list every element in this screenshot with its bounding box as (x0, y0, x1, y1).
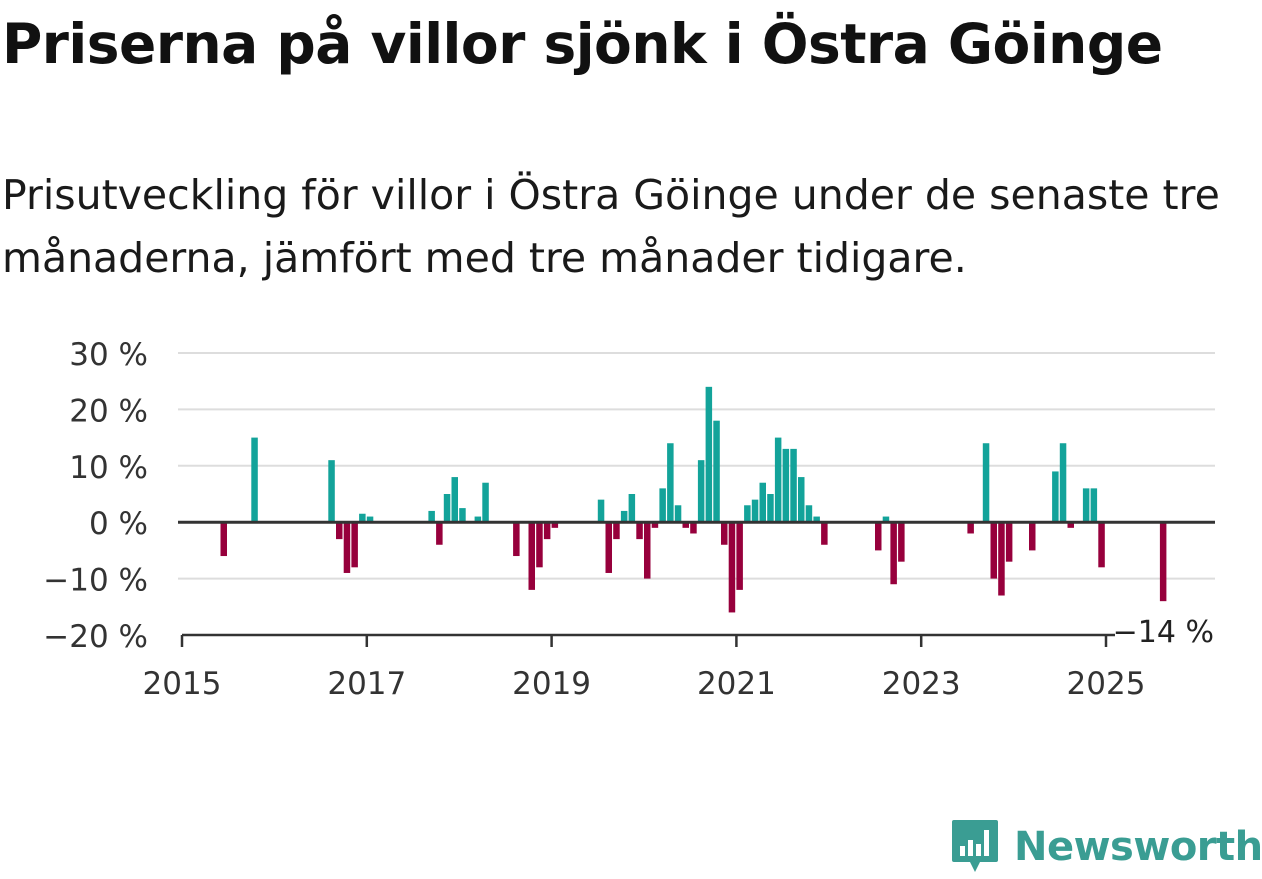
bar (620, 510, 628, 523)
bar (1159, 522, 1167, 602)
bar (1098, 522, 1105, 568)
bar (482, 482, 489, 523)
bar (982, 443, 990, 523)
gridlines (178, 352, 1215, 580)
bar (713, 420, 720, 523)
y-tick-label: 20 % (69, 393, 148, 429)
bar (474, 516, 482, 523)
y-tick-label: 0 % (89, 506, 148, 542)
bar (790, 448, 797, 523)
bar (436, 522, 443, 545)
bar (605, 522, 612, 573)
x-tick-label: 2017 (327, 666, 406, 702)
bar (543, 522, 551, 540)
bar (459, 508, 466, 523)
bar (251, 437, 258, 523)
bar (351, 522, 358, 568)
y-axis-tick-labels: 30 % 20 % 10 % 0 % −10 % −20 % (43, 337, 148, 655)
x-tick-label: 2019 (512, 666, 591, 702)
bar (328, 460, 335, 523)
bar (774, 437, 782, 523)
x-tick-label: 2015 (143, 666, 222, 702)
bar (220, 522, 227, 557)
bar (674, 505, 682, 523)
bar (744, 505, 751, 523)
bar (767, 494, 774, 523)
bar-chart: 30 %20 %10 %0 %−10 %−20 % 2015 2017 2019 20… (43, 337, 1215, 702)
x-tick-label: 2021 (697, 666, 776, 702)
bar (705, 386, 713, 523)
bar (813, 516, 820, 523)
x-tick-label: 2023 (882, 666, 961, 702)
bar (628, 494, 636, 523)
bar (736, 522, 743, 590)
bars (220, 386, 1167, 613)
data-labels: −14 % (1113, 615, 1214, 650)
bar (1005, 522, 1013, 562)
bar (759, 482, 766, 523)
bar (821, 522, 828, 545)
bar (898, 522, 905, 562)
bar (890, 522, 897, 585)
bar (359, 513, 366, 523)
bar (528, 522, 535, 590)
bar (882, 516, 890, 523)
y-tick-label: 30 % (69, 337, 148, 373)
bar (597, 499, 605, 523)
bar (798, 477, 805, 523)
x-axis-tick-labels: 2015 2017 2019 2021 2023 2025 (143, 635, 1146, 702)
bar (667, 443, 674, 523)
bar (1090, 488, 1098, 523)
bar (1067, 522, 1074, 528)
bar (682, 522, 689, 528)
newsworthy-logo: Newsworthy (950, 818, 1262, 876)
y-tick-label: 10 % (69, 450, 148, 486)
last-value-label: −14 % (1113, 615, 1214, 650)
bar (513, 522, 520, 557)
bar (1082, 488, 1090, 523)
bar (366, 516, 374, 523)
bar (782, 448, 790, 523)
bar (697, 460, 705, 523)
y-tick-label: −10 % (43, 563, 148, 599)
bar (721, 522, 728, 545)
bar (536, 522, 543, 568)
x-tick-label: 2025 (1067, 666, 1146, 702)
axes (178, 520, 1215, 637)
bar (751, 499, 759, 523)
bar (728, 522, 736, 613)
bar (428, 510, 435, 523)
chart-subtitle: Prisutveckling för villor i Östra Göinge… (2, 171, 1220, 282)
bar (644, 522, 651, 579)
bar (875, 522, 882, 551)
bar (343, 522, 351, 573)
bar (990, 522, 997, 579)
bar (690, 522, 697, 534)
y-tick-label: −20 % (43, 619, 148, 655)
bar (336, 522, 343, 540)
bar (451, 477, 458, 523)
chart-title: Priserna på villor sjönk i Östra Göinge (2, 12, 1163, 76)
bar (998, 522, 1005, 596)
bar (805, 505, 813, 523)
bar (651, 522, 659, 528)
newsworthy-logo-icon (952, 820, 998, 872)
bar (1029, 522, 1036, 551)
bar (1059, 443, 1067, 523)
bar (636, 522, 643, 540)
bar (443, 494, 451, 523)
bar (659, 488, 666, 523)
bar (1052, 471, 1059, 523)
bar (967, 522, 974, 534)
bar (551, 522, 559, 528)
bar (613, 522, 620, 540)
newsworthy-logo-text: Newsworthy (1014, 824, 1262, 870)
